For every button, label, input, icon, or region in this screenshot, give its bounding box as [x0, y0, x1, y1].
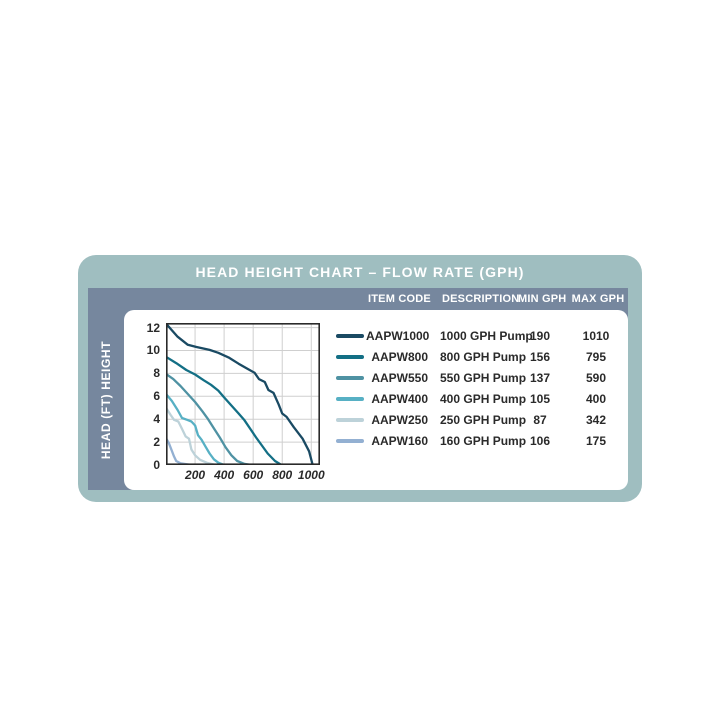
cell-min-gph: 137: [529, 370, 551, 385]
series-color-swatch: [336, 396, 364, 401]
content-card: 0 2 4 6 8 10 12 200 400 600 800 1000 AAPW1000 1000 G…: [124, 310, 628, 490]
series-line-AAPW550: [164, 372, 253, 467]
series-swatch-cell: [336, 354, 366, 359]
series-swatch-cell: [336, 417, 366, 422]
y-tick-label: 2: [153, 435, 160, 450]
cell-max-gph: 795: [585, 349, 607, 364]
cell-max-gph: 400: [585, 391, 607, 406]
cell-min-gph: 105: [529, 391, 551, 406]
cell-max-gph: 590: [585, 370, 607, 385]
pump-spec-table: AAPW1000 1000 GPH Pump 190 1010 AAPW800 800 G…: [336, 325, 628, 451]
table-row: AAPW250 250 GPH Pump 87 342: [336, 409, 628, 430]
x-tick-label: 400: [214, 468, 235, 482]
series-color-swatch: [336, 417, 364, 422]
header-max-gph: MAX GPH: [571, 293, 625, 305]
cell-min-gph: 190: [529, 328, 551, 343]
cell-description: 160 GPH Pump: [440, 433, 527, 448]
panel-title-bar: HEAD HEIGHT CHART – FLOW RATE (GPH): [78, 255, 642, 288]
panel-title: HEAD HEIGHT CHART – FLOW RATE (GPH): [195, 263, 525, 280]
y-tick-label: 12: [146, 320, 160, 335]
y-axis-title: HEAD (FT) HEIGHT: [88, 310, 124, 490]
series-color-swatch: [336, 354, 364, 359]
series-line-AAPW400: [164, 392, 226, 467]
series-color-swatch: [336, 375, 364, 380]
series-color-swatch: [336, 333, 364, 338]
series-swatch-cell: [336, 375, 366, 380]
series-swatch-cell: [336, 396, 366, 401]
cell-min-gph: 106: [529, 433, 551, 448]
cell-max-gph: 1010: [582, 328, 610, 343]
cell-description: 550 GPH Pump: [440, 370, 527, 385]
y-tick-label: 4: [153, 412, 160, 427]
table-row: AAPW1000 1000 GPH Pump 190 1010: [336, 325, 628, 346]
cell-max-gph: 342: [585, 412, 607, 427]
y-tick-label: 0: [153, 458, 160, 472]
chart-svg: [164, 322, 320, 467]
plot-border: [166, 323, 320, 465]
header-description: DESCRIPTION: [442, 293, 520, 305]
series-line-AAPW250: [164, 406, 217, 467]
header-item-code: ITEM CODE: [368, 293, 431, 305]
cell-item-code: AAPW1000: [366, 328, 430, 343]
series-swatch-cell: [336, 438, 366, 443]
cell-description: 1000 GPH Pump: [440, 328, 533, 343]
y-axis-title-text: HEAD (FT) HEIGHT: [99, 340, 114, 460]
head-height-flow-chart: [164, 322, 320, 470]
cell-item-code: AAPW400: [371, 391, 428, 406]
cell-min-gph: 87: [533, 412, 547, 427]
table-row: AAPW400 400 GPH Pump 105 400: [336, 388, 628, 409]
y-tick-label: 10: [146, 343, 160, 358]
x-tick-label: 200: [185, 468, 206, 482]
header-min-gph: MIN GPH: [518, 293, 567, 305]
series-line-AAPW160: [164, 436, 193, 467]
series-swatch-cell: [336, 333, 366, 338]
cell-min-gph: 156: [529, 349, 551, 364]
table-row: AAPW160 160 GPH Pump 106 175: [336, 430, 628, 451]
cell-description: 250 GPH Pump: [440, 412, 527, 427]
cell-description: 400 GPH Pump: [440, 391, 527, 406]
series-line-AAPW800: [164, 355, 283, 467]
chart-area: 0 2 4 6 8 10 12 200 400 600 800 1000: [124, 310, 628, 490]
table-row: AAPW800 800 GPH Pump 156 795: [336, 346, 628, 367]
y-tick-label: 8: [153, 366, 160, 381]
head-height-chart-panel: HEAD HEIGHT CHART – FLOW RATE (GPH) ITEM…: [78, 255, 642, 502]
panel-inner: ITEM CODE DESCRIPTION MIN GPH MAX GPH HE…: [88, 288, 628, 490]
cell-item-code: AAPW800: [371, 349, 428, 364]
series-color-swatch: [336, 438, 364, 443]
column-header-grid: ITEM CODE DESCRIPTION MIN GPH MAX GPH: [338, 288, 630, 310]
cell-item-code: AAPW160: [371, 433, 428, 448]
cell-max-gph: 175: [585, 433, 607, 448]
series-line-AAPW1000: [164, 322, 314, 467]
table-row: AAPW550 550 GPH Pump 137 590: [336, 367, 628, 388]
cell-item-code: AAPW250: [371, 412, 428, 427]
x-tick-label: 600: [243, 468, 264, 482]
x-tick-label: 800: [272, 468, 293, 482]
x-tick-label: 1000: [297, 468, 325, 482]
cell-description: 800 GPH Pump: [440, 349, 527, 364]
y-tick-label: 6: [153, 389, 160, 404]
cell-item-code: AAPW550: [371, 370, 428, 385]
